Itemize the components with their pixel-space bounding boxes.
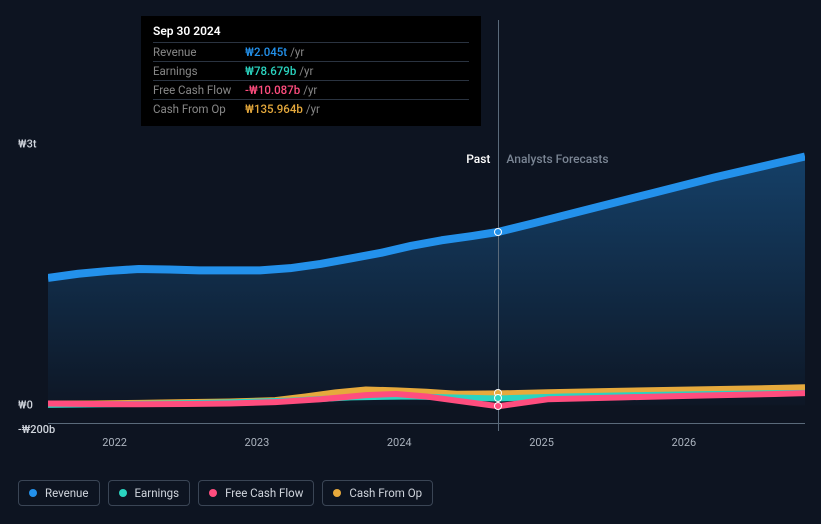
plot-area: ₩3t₩0-₩200b20222023202420252026PastAnaly… xyxy=(48,144,805,424)
tooltip-label: Free Cash Flow xyxy=(153,83,245,97)
tooltip-label: Cash From Op xyxy=(153,102,245,116)
legend-label: Free Cash Flow xyxy=(225,486,303,500)
past-label: Past xyxy=(466,152,490,166)
x-axis-label: 2026 xyxy=(672,436,697,449)
forecast-label: Analysts Forecasts xyxy=(506,152,608,166)
tooltip-value: -₩10.087b xyxy=(245,83,300,97)
legend-swatch xyxy=(29,489,37,497)
legend-label: Cash From Op xyxy=(349,486,422,500)
legend-item[interactable]: Revenue xyxy=(18,480,100,506)
tooltip-row: Cash From Op₩135.964b/yr xyxy=(153,99,469,118)
tooltip-label: Earnings xyxy=(153,64,245,78)
legend-item[interactable]: Cash From Op xyxy=(322,480,433,506)
past-forecast-divider xyxy=(498,20,499,431)
x-axis-label: 2022 xyxy=(102,436,127,449)
chart-svg xyxy=(48,144,805,423)
tooltip-row: Revenue₩2.045t/yr xyxy=(153,42,469,61)
tooltip-suffix: /yr xyxy=(303,83,317,97)
tooltip-suffix: /yr xyxy=(299,64,313,78)
x-axis-label: 2025 xyxy=(529,436,554,449)
y-axis-label: ₩0 xyxy=(18,399,33,412)
tooltip-date: Sep 30 2024 xyxy=(153,24,469,38)
x-axis-label: 2024 xyxy=(387,436,412,449)
tooltip-suffix: /yr xyxy=(306,102,320,116)
data-marker xyxy=(494,394,502,402)
tooltip-value: ₩135.964b xyxy=(245,102,303,116)
legend: Revenue Earnings Free Cash Flow Cash From O… xyxy=(18,480,433,506)
tooltip-value: ₩78.679b xyxy=(245,64,296,78)
y-axis-label: ₩3t xyxy=(18,138,36,151)
x-axis-label: 2023 xyxy=(245,436,270,449)
data-marker xyxy=(494,402,502,410)
legend-swatch xyxy=(119,489,127,497)
chart-container: ₩3t₩0-₩200b20222023202420252026PastAnaly… xyxy=(18,124,805,444)
chart-tooltip: Sep 30 2024 Revenue₩2.045t/yrEarnings₩78… xyxy=(141,16,481,126)
tooltip-label: Revenue xyxy=(153,45,245,59)
legend-label: Earnings xyxy=(135,486,180,500)
legend-swatch xyxy=(333,489,341,497)
legend-swatch xyxy=(209,489,217,497)
legend-item[interactable]: Earnings xyxy=(108,480,191,506)
data-marker xyxy=(494,228,502,236)
tooltip-row: Earnings₩78.679b/yr xyxy=(153,61,469,80)
y-axis-label: -₩200b xyxy=(18,423,55,436)
tooltip-suffix: /yr xyxy=(290,45,304,59)
legend-item[interactable]: Free Cash Flow xyxy=(198,480,314,506)
tooltip-value: ₩2.045t xyxy=(245,45,287,59)
tooltip-row: Free Cash Flow-₩10.087b/yr xyxy=(153,80,469,99)
legend-label: Revenue xyxy=(45,486,89,500)
